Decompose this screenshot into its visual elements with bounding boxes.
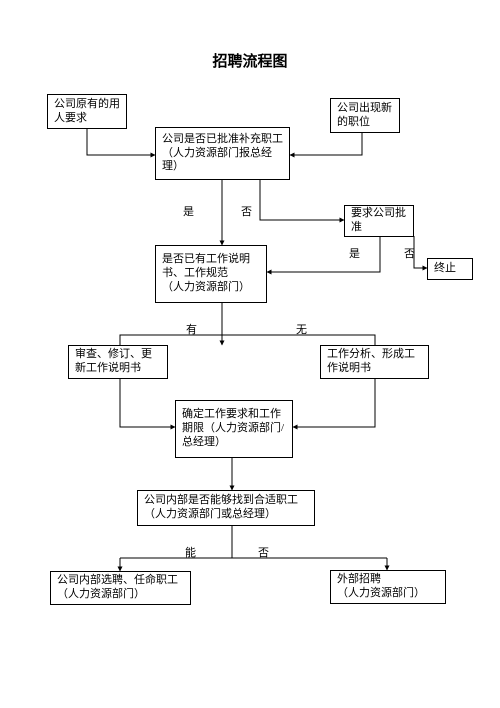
edge-5 [414,236,427,268]
edge-9 [293,379,375,427]
flowchart-stage: 招聘流程图 公司原有的用人要求 公司出现新的职位公司是否已批准补充职工（人力资源部… [0,0,500,708]
label-l_yes_1: 是 [183,203,194,219]
label-l_can: 能 [185,544,196,560]
page-title: 招聘流程图 [0,50,500,71]
label-l_none: 无 [296,321,307,337]
node-input_new: 公司出现新的职位 [330,98,400,133]
label-l_yes_2: 是 [349,245,360,261]
node-analyze: 工作分析、形成工作说明书 [320,345,429,379]
edge-4 [267,237,380,272]
label-l_have: 有 [186,321,197,337]
node-req_company: 要求公司批准 [344,205,414,237]
node-review: 审查、修订、更新工作说明书 [68,345,168,379]
node-internal_q: 公司内部是否能够找到合适职工（人力资源部门或总经理） [137,490,315,526]
node-input_old: 公司原有的用人要求 [47,94,127,129]
edge-0 [87,129,155,155]
label-l_no_2: 否 [404,245,415,261]
label-l_no_1: 否 [241,203,252,219]
node-jobspec_q: 是否已有工作说明书、工作规范 （人力资源部门） [155,245,267,303]
edge-7 [120,335,375,345]
label-l_cant: 否 [258,544,269,560]
edge-3 [260,180,344,220]
node-external: 外部招聘 （人力资源部门） [330,570,446,604]
node-internal: 公司内部选聘、任命职工（人力资源部门） [50,571,191,605]
edge-8 [120,379,175,427]
node-define_req: 确定工作要求和工作期限（人力资源部门/总经理） [175,400,293,458]
edge-1 [290,133,362,155]
node-terminate: 终止 [427,258,473,280]
node-approve: 公司是否已批准补充职工（人力资源部门报总经理） [155,127,290,180]
